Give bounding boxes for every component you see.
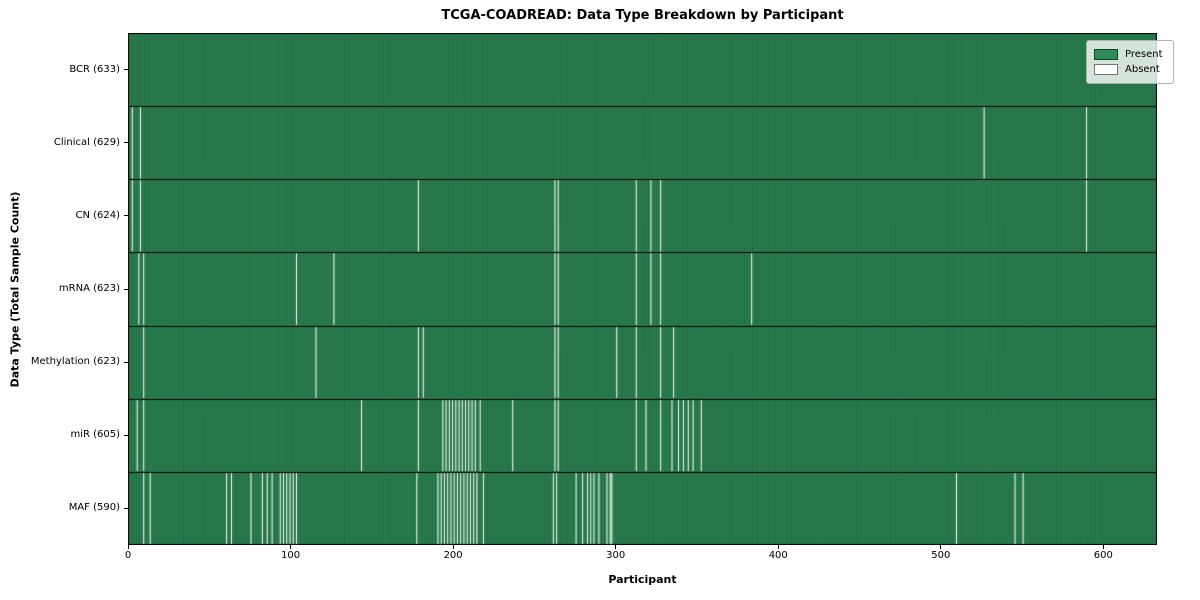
- legend-entry-present: Present: [1094, 48, 1166, 61]
- x-tick-label-200: 200: [443, 550, 463, 561]
- y-tick-mark: [124, 69, 128, 71]
- absent-swatch-icon: [1094, 64, 1118, 75]
- heatmap-canvas: [128, 33, 1157, 545]
- x-tick-mark: [290, 545, 292, 549]
- x-tick-label-400: 400: [768, 550, 788, 561]
- x-tick-label-0: 0: [124, 550, 132, 561]
- x-tick-label-300: 300: [606, 550, 626, 561]
- y-tick-mark: [124, 288, 128, 290]
- x-tick-label-500: 500: [931, 550, 951, 561]
- y-tick-label-MAF: MAF (590): [68, 502, 120, 514]
- y-tick-label-CN: CN (624): [75, 209, 120, 221]
- y-tick-label-Methylation: Methylation (623): [30, 356, 120, 368]
- x-tick-mark: [940, 545, 942, 549]
- x-tick-mark: [1102, 545, 1104, 549]
- legend-label-present: Present: [1125, 49, 1163, 60]
- y-tick-label-miR: miR (605): [70, 429, 120, 441]
- legend-entry-absent: Absent: [1094, 63, 1166, 76]
- chart-title: TCGA-COADREAD: Data Type Breakdown by Pa…: [441, 8, 844, 23]
- y-tick-mark: [124, 215, 128, 217]
- x-tick-label-600: 600: [1093, 550, 1113, 561]
- y-tick-label-mRNA: mRNA (623): [58, 283, 120, 294]
- legend-label-absent: Absent: [1125, 64, 1160, 75]
- y-tick-label-Clinical: Clinical (629): [53, 136, 120, 148]
- x-tick-mark: [777, 545, 779, 549]
- legend: Present Absent: [1086, 40, 1174, 84]
- y-tick-mark: [124, 507, 128, 509]
- x-tick-mark: [127, 545, 129, 549]
- x-tick-mark: [615, 545, 617, 549]
- present-swatch-icon: [1094, 49, 1118, 60]
- y-tick-label-BCR: BCR (633): [69, 63, 120, 75]
- x-axis-label: Participant: [608, 573, 677, 586]
- x-tick-mark: [452, 545, 454, 549]
- y-tick-mark: [124, 361, 128, 363]
- y-tick-mark: [124, 142, 128, 144]
- y-tick-mark: [124, 434, 128, 436]
- x-tick-label-100: 100: [281, 550, 301, 561]
